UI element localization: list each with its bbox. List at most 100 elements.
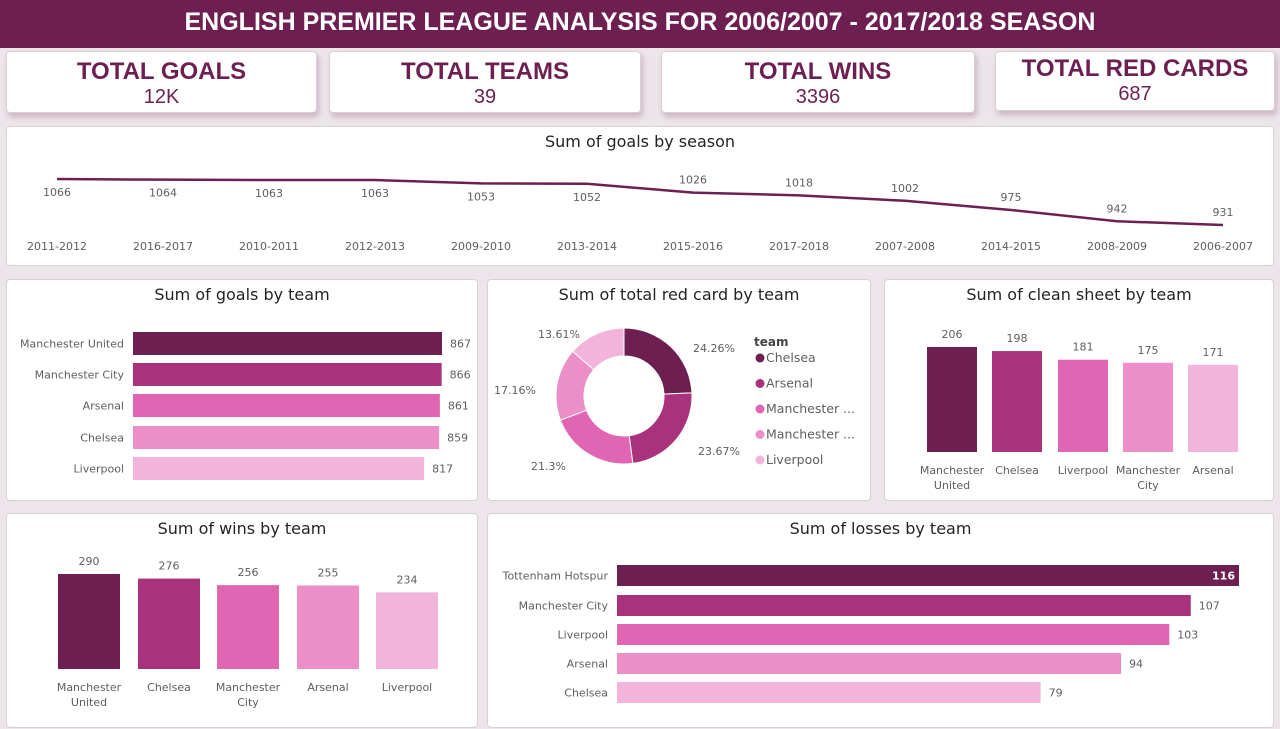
data-label: 103 xyxy=(1177,629,1198,642)
x-tick-label: 2009-2010 xyxy=(451,240,511,253)
x-tick-label: Liverpool xyxy=(1058,464,1108,477)
goals-line xyxy=(56,177,1224,227)
x-tick-label: 2006-2007 xyxy=(1193,240,1253,253)
kpi-label: TOTAL RED CARDS xyxy=(1021,55,1249,82)
bar xyxy=(217,585,279,669)
x-tick-label: City xyxy=(1137,479,1159,492)
y-tick-label: Manchester City xyxy=(519,600,609,613)
bar xyxy=(1123,362,1173,452)
x-tick-label: 2012-2013 xyxy=(345,240,405,253)
data-label: 171 xyxy=(1203,346,1224,359)
data-label: 1066 xyxy=(43,186,71,199)
data-label: 867 xyxy=(450,338,471,351)
bar xyxy=(376,592,438,669)
data-label: 79 xyxy=(1049,687,1063,700)
bar xyxy=(992,351,1042,452)
donut-slice xyxy=(559,409,634,465)
x-tick-label: 2016-2017 xyxy=(133,240,193,253)
x-tick-label: Manchester xyxy=(920,464,985,477)
x-tick-label: Arsenal xyxy=(307,681,348,694)
x-tick-label: United xyxy=(71,696,107,709)
bar xyxy=(927,347,977,452)
donut-slice xyxy=(628,392,693,464)
bar xyxy=(133,363,442,386)
column-chart-svg: 206 Manchester United 198 Chelsea 181 Liverpoo… xyxy=(920,328,1238,492)
chart-title: Sum of goals by team xyxy=(154,285,330,304)
data-label: 1053 xyxy=(467,190,495,203)
data-label: 1063 xyxy=(255,187,283,200)
x-tick-label: 2015-2016 xyxy=(663,240,723,253)
bar xyxy=(617,595,1191,616)
line-chart-svg: 1066 2011-2012 1064 2016-2017 1063 2010-2011 1… xyxy=(27,174,1253,253)
chart-title: Sum of goals by season xyxy=(544,132,736,151)
data-label: 21.3% xyxy=(531,460,566,473)
bar xyxy=(133,426,440,449)
chart-title: Sum of total red card by team xyxy=(558,285,800,304)
x-tick-label: 2007-2008 xyxy=(875,240,935,253)
legend-item-label: Liverpool xyxy=(766,452,823,467)
kpi-value: 3396 xyxy=(795,86,841,108)
y-tick-label: Manchester United xyxy=(20,338,124,351)
y-tick-label: Chelsea xyxy=(80,432,124,445)
data-label: 94 xyxy=(1129,658,1143,671)
data-label: 181 xyxy=(1073,341,1094,354)
bar xyxy=(1188,364,1238,452)
legend-item-label: Manchester ... xyxy=(766,427,855,442)
data-label: 861 xyxy=(448,400,469,413)
data-label: 290 xyxy=(79,555,100,568)
y-tick-label: Liverpool xyxy=(74,463,124,476)
data-label: 1063 xyxy=(361,187,389,200)
bar xyxy=(58,574,120,669)
x-tick-label: 2011-2012 xyxy=(27,240,87,253)
kpi-total-wins: TOTAL WINS 3396 xyxy=(661,51,975,113)
x-tick-label: Manchester xyxy=(1116,464,1181,477)
wins-by-team-chart: Sum of wins by team 290 Manchester United 27… xyxy=(6,513,478,728)
legend-marker-icon xyxy=(755,455,765,465)
kpi-value: 687 xyxy=(1118,83,1152,105)
data-label: 17.16% xyxy=(494,384,536,397)
data-label: 107 xyxy=(1199,600,1220,613)
x-tick-label: Chelsea xyxy=(147,681,191,694)
kpi-label: TOTAL WINS xyxy=(744,58,892,85)
data-label: 234 xyxy=(397,573,418,586)
kpi-total-goals: TOTAL GOALS 12K xyxy=(6,51,317,113)
bar xyxy=(617,624,1170,645)
chart-title: Sum of losses by team xyxy=(789,519,972,538)
data-label: 1052 xyxy=(573,191,601,204)
data-label: 1064 xyxy=(149,187,177,200)
x-tick-label: Arsenal xyxy=(1192,464,1233,477)
kpi-value: 12K xyxy=(143,86,180,108)
bar xyxy=(133,394,440,417)
bar xyxy=(617,653,1122,674)
bar xyxy=(133,457,425,480)
data-label: 13.61% xyxy=(538,328,580,341)
red-cards-by-team-chart: Sum of total red card by team 24.26% Chels… xyxy=(487,279,871,501)
y-tick-label: Liverpool xyxy=(558,629,608,642)
data-label: 198 xyxy=(1007,332,1028,345)
legend-item-label: Arsenal xyxy=(766,376,813,391)
data-label: 206 xyxy=(942,328,963,341)
chart-title: Sum of clean sheet by team xyxy=(966,285,1192,304)
x-tick-label: Liverpool xyxy=(382,681,432,694)
dashboard-title: ENGLISH PREMIER LEAGUE ANALYSIS FOR 2006… xyxy=(0,0,1280,48)
legend-marker-icon xyxy=(755,379,765,388)
data-label: 175 xyxy=(1138,344,1159,357)
x-tick-label: City xyxy=(237,696,259,709)
bar-chart-svg: Manchester United 867 Manchester City 866 Ar… xyxy=(20,332,471,480)
goals-by-season-chart: Sum of goals by season 1066 2011-2012 1064 2… xyxy=(6,126,1274,266)
goals-by-team-chart: Sum of goals by team Manchester United 867… xyxy=(6,279,478,501)
data-label: 255 xyxy=(318,566,339,579)
legend-marker-icon xyxy=(755,404,765,414)
x-tick-label: Manchester xyxy=(216,681,281,694)
x-tick-label: 2010-2011 xyxy=(239,240,299,253)
data-label: 1018 xyxy=(785,176,813,189)
data-label: 817 xyxy=(432,463,453,476)
bar xyxy=(133,332,442,355)
data-label: 276 xyxy=(159,560,180,573)
legend-marker-icon xyxy=(755,353,765,363)
data-label: 24.26% xyxy=(693,342,735,355)
kpi-label: TOTAL TEAMS xyxy=(401,58,569,85)
data-label: 859 xyxy=(447,432,468,445)
x-tick-label: 2017-2018 xyxy=(769,240,829,253)
kpi-total-red-cards: TOTAL RED CARDS 687 xyxy=(995,51,1275,111)
